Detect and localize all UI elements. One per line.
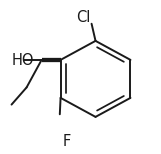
- Text: F: F: [63, 134, 71, 149]
- Text: HO: HO: [12, 53, 34, 68]
- Text: Cl: Cl: [76, 10, 91, 24]
